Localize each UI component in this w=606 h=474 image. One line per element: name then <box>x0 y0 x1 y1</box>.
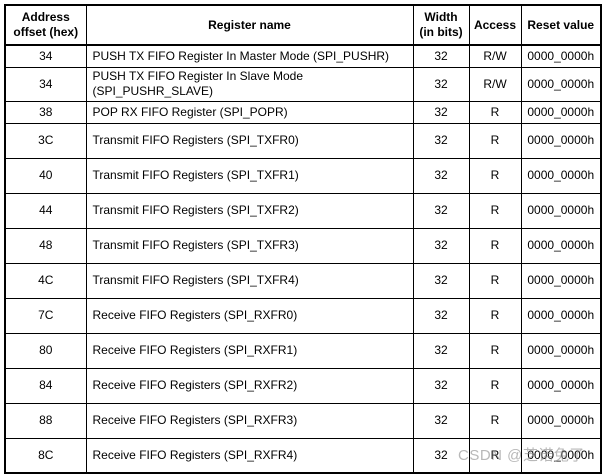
cell-register-name: Transmit FIFO Registers (SPI_TXFR0) <box>85 122 414 159</box>
table-row: 44 Transmit FIFO Registers (SPI_TXFR2) 3… <box>4 192 602 229</box>
cell-register-name: Transmit FIFO Registers (SPI_TXFR4) <box>85 262 414 299</box>
cell-width: 32 <box>412 332 470 369</box>
cell-reset-value: 0000_0000h <box>520 44 602 68</box>
cell-width: 32 <box>412 367 470 404</box>
cell-access: R <box>468 402 522 439</box>
cell-width: 32 <box>412 402 470 439</box>
cell-access: R/W <box>468 66 522 102</box>
column-header-access: Access <box>468 4 522 46</box>
cell-address-offset: 48 <box>4 227 87 264</box>
cell-address-offset: 7C <box>4 297 87 334</box>
cell-address-offset: 34 <box>4 66 87 102</box>
cell-access: R/W <box>468 44 522 68</box>
cell-reset-value: 0000_0000h <box>520 367 602 404</box>
cell-access: R <box>468 367 522 404</box>
cell-address-offset: 88 <box>4 402 87 439</box>
cell-reset-value: 0000_0000h <box>520 122 602 159</box>
table-row: 4C Transmit FIFO Registers (SPI_TXFR4) 3… <box>4 262 602 299</box>
cell-width: 32 <box>412 122 470 159</box>
cell-register-name: Receive FIFO Registers (SPI_RXFR4) <box>85 437 414 474</box>
cell-register-name: Transmit FIFO Registers (SPI_TXFR2) <box>85 192 414 229</box>
cell-address-offset: 44 <box>4 192 87 229</box>
column-header-address-offset: Address offset (hex) <box>4 4 87 46</box>
cell-register-name: Receive FIFO Registers (SPI_RXFR0) <box>85 297 414 334</box>
table-row: 40 Transmit FIFO Registers (SPI_TXFR1) 3… <box>4 157 602 194</box>
cell-register-name: Receive FIFO Registers (SPI_RXFR1) <box>85 332 414 369</box>
cell-reset-value: 0000_0000h <box>520 332 602 369</box>
cell-address-offset: 40 <box>4 157 87 194</box>
register-map-table: Address offset (hex) Register name Width… <box>4 4 602 474</box>
cell-reset-value: 0000_0000h <box>520 100 602 124</box>
table-row: 88 Receive FIFO Registers (SPI_RXFR3) 32… <box>4 402 602 439</box>
table-row: 48 Transmit FIFO Registers (SPI_TXFR3) 3… <box>4 227 602 264</box>
cell-width: 32 <box>412 192 470 229</box>
cell-register-name: PUSH TX FIFO Register In Slave Mode (SPI… <box>85 66 414 102</box>
cell-access: R <box>468 262 522 299</box>
cell-width: 32 <box>412 262 470 299</box>
cell-reset-value: 0000_0000h <box>520 437 602 474</box>
cell-width: 32 <box>412 157 470 194</box>
cell-address-offset: 34 <box>4 44 87 68</box>
table-row: 38 POP RX FIFO Register (SPI_POPR) 32 R … <box>4 100 602 124</box>
cell-register-name: Receive FIFO Registers (SPI_RXFR2) <box>85 367 414 404</box>
table-row: 34 PUSH TX FIFO Register In Slave Mode (… <box>4 66 602 102</box>
cell-address-offset: 38 <box>4 100 87 124</box>
table-row: 84 Receive FIFO Registers (SPI_RXFR2) 32… <box>4 367 602 404</box>
cell-address-offset: 3C <box>4 122 87 159</box>
cell-width: 32 <box>412 297 470 334</box>
cell-address-offset: 8C <box>4 437 87 474</box>
table-body: 34 PUSH TX FIFO Register In Master Mode … <box>4 44 602 474</box>
cell-register-name: PUSH TX FIFO Register In Master Mode (SP… <box>85 44 414 68</box>
table-row: 34 PUSH TX FIFO Register In Master Mode … <box>4 44 602 68</box>
table-row: 8C Receive FIFO Registers (SPI_RXFR4) 32… <box>4 437 602 474</box>
cell-access: R <box>468 122 522 159</box>
cell-access: R <box>468 297 522 334</box>
column-header-reset-value: Reset value <box>520 4 602 46</box>
cell-access: R <box>468 227 522 264</box>
cell-reset-value: 0000_0000h <box>520 297 602 334</box>
cell-reset-value: 0000_0000h <box>520 192 602 229</box>
cell-width: 32 <box>412 227 470 264</box>
cell-width: 32 <box>412 100 470 124</box>
cell-access: R <box>468 157 522 194</box>
cell-access: R <box>468 437 522 474</box>
column-header-width: Width (in bits) <box>412 4 470 46</box>
cell-register-name: Transmit FIFO Registers (SPI_TXFR1) <box>85 157 414 194</box>
cell-register-name: Transmit FIFO Registers (SPI_TXFR3) <box>85 227 414 264</box>
table-header-row: Address offset (hex) Register name Width… <box>4 4 602 46</box>
table-row: 80 Receive FIFO Registers (SPI_RXFR1) 32… <box>4 332 602 369</box>
cell-register-name: POP RX FIFO Register (SPI_POPR) <box>85 100 414 124</box>
cell-reset-value: 0000_0000h <box>520 262 602 299</box>
cell-reset-value: 0000_0000h <box>520 402 602 439</box>
cell-reset-value: 0000_0000h <box>520 227 602 264</box>
table-row: 7C Receive FIFO Registers (SPI_RXFR0) 32… <box>4 297 602 334</box>
cell-reset-value: 0000_0000h <box>520 157 602 194</box>
cell-register-name: Receive FIFO Registers (SPI_RXFR3) <box>85 402 414 439</box>
table-row: 3C Transmit FIFO Registers (SPI_TXFR0) 3… <box>4 122 602 159</box>
cell-address-offset: 84 <box>4 367 87 404</box>
cell-width: 32 <box>412 437 470 474</box>
cell-address-offset: 80 <box>4 332 87 369</box>
cell-width: 32 <box>412 66 470 102</box>
cell-access: R <box>468 192 522 229</box>
column-header-register-name: Register name <box>85 4 414 46</box>
cell-width: 32 <box>412 44 470 68</box>
cell-access: R <box>468 100 522 124</box>
cell-access: R <box>468 332 522 369</box>
cell-address-offset: 4C <box>4 262 87 299</box>
cell-reset-value: 0000_0000h <box>520 66 602 102</box>
